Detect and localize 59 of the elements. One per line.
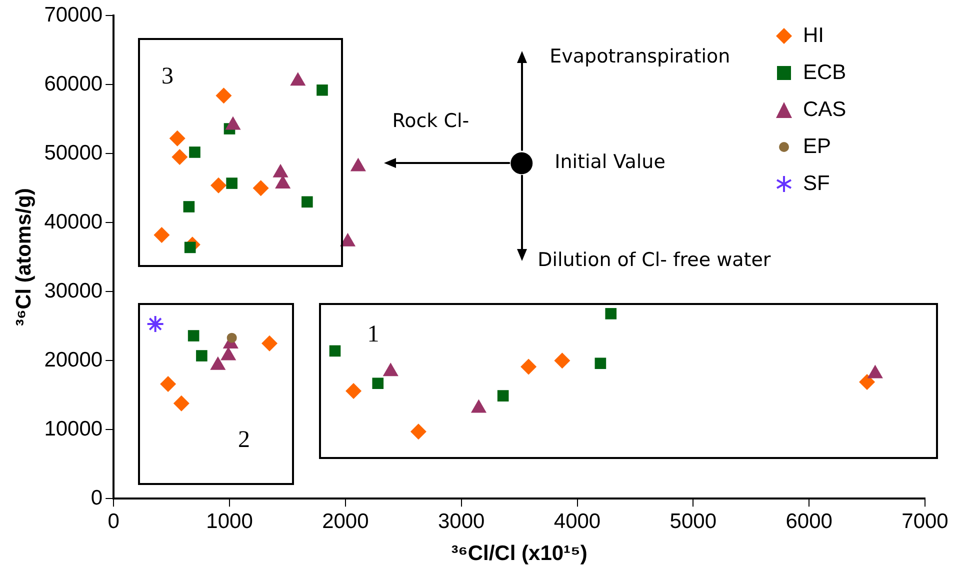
point [372,378,384,390]
legend-label: CAS [803,98,846,122]
legend-label: SF [803,172,830,196]
x-tick-label: 3000 [438,510,485,533]
point [188,330,200,342]
point [510,152,533,174]
legend-label: HI [803,24,824,48]
y-tick-label: 60000 [44,72,103,96]
annotation: Initial Value [554,151,666,174]
point [196,350,208,362]
point [329,345,341,357]
point [262,335,278,352]
point [316,84,328,96]
annotation: 3 [161,63,174,90]
legend-label: EP [803,135,832,160]
point [226,178,238,189]
point [210,177,226,194]
point [173,395,190,412]
y-tick-label: 30000 [44,279,103,302]
x-axis-title: ³⁶Cl/Cl (x10¹⁵) [451,542,588,566]
point [216,88,232,104]
point [605,308,617,320]
point [154,227,170,244]
point [226,332,237,343]
point [859,374,876,390]
annotation: 1 [367,321,380,348]
point [497,390,509,402]
y-tick-label: 70000 [44,3,103,26]
point [594,358,606,370]
y-tick-label: 50000 [44,141,103,164]
y-axis-title: ³⁶Cl (atoms/g) [12,188,36,326]
y-tick-label: 40000 [44,210,103,234]
x-tick-label: 1000 [206,510,253,533]
point [554,352,570,369]
x-tick-label: 0 [108,510,120,533]
y-tick-label: 0 [90,486,103,510]
point [346,382,362,399]
x-tick-label: 2000 [322,510,369,533]
y-tick-label: 10000 [44,417,103,440]
point [172,149,188,166]
x-tick-label: 7000 [902,510,948,533]
annotation: Evapotranspiration [550,45,730,68]
x-tick-label: 5000 [670,510,717,533]
point [160,376,176,392]
point [410,424,426,440]
point [302,196,313,208]
point [183,201,195,212]
point [146,315,164,334]
y-tick-label: 20000 [44,348,103,372]
point [169,130,186,146]
point [189,146,200,158]
legend-label: ECB [803,61,846,86]
point [520,358,537,375]
x-tick-label: 4000 [554,510,601,533]
annotation: 2 [238,426,250,453]
point [252,180,269,196]
x-tick-label: 6000 [786,510,832,533]
annotation: Rock Cl- [392,110,470,132]
annotation: Dilution of Cl- free water [538,249,771,272]
